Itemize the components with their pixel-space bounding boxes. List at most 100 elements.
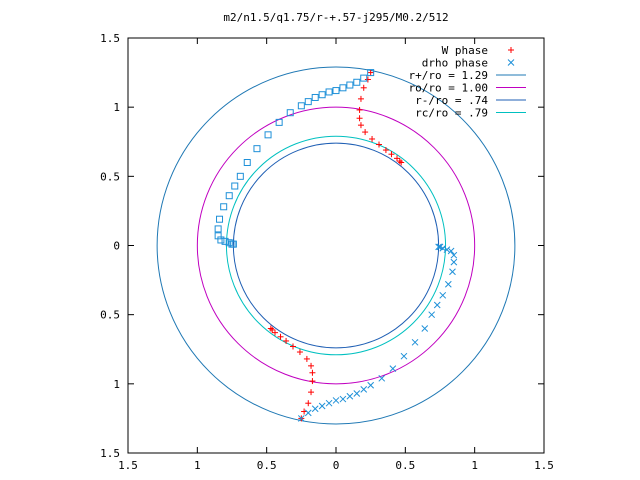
data-point-0-8 (369, 135, 376, 142)
data-point-1-12 (275, 118, 283, 126)
data-point-1-17 (231, 182, 239, 190)
data-point-2-24 (443, 246, 451, 254)
data-point-2-0 (297, 415, 305, 422)
data-point-2-13 (400, 352, 408, 360)
data-point-2-3 (318, 402, 326, 410)
data-point-0-22 (303, 355, 310, 362)
data-point-2-7 (346, 392, 354, 400)
data-point-2-22 (450, 251, 458, 259)
data-point-0-13 (396, 158, 403, 165)
data-point-2-5 (332, 397, 340, 404)
data-point-2-10 (367, 381, 375, 389)
data-point-1-1 (360, 74, 368, 82)
data-point-2-26 (436, 243, 444, 251)
data-point-1-24 (221, 237, 229, 245)
x-tick-label: 0.5 (395, 459, 415, 472)
data-point-1-18 (225, 192, 233, 200)
data-marks (214, 69, 458, 422)
data-point-1-2 (353, 78, 361, 86)
circle-1 (196, 106, 476, 385)
legend-label: r+/ro = 1.29 (409, 69, 488, 82)
chart-title: m2/n1.5/q1.75/r-+.57-j295/M0.2/512 (223, 11, 448, 24)
data-point-0-1 (364, 76, 371, 83)
data-point-1-14 (253, 145, 261, 153)
x-tick-label: 1 (194, 459, 201, 472)
data-point-0-19 (309, 378, 316, 385)
data-point-1-13 (264, 131, 272, 139)
data-point-0-6 (357, 122, 364, 129)
x-tick-label: 1 (471, 459, 478, 472)
data-point-1-20 (216, 215, 224, 223)
data-point-0-3 (357, 95, 364, 102)
data-point-2-16 (428, 311, 436, 319)
data-point-2-11 (378, 374, 386, 382)
data-point-2-21 (450, 258, 458, 266)
data-point-1-6 (325, 88, 333, 96)
circle-3 (225, 135, 447, 356)
data-point-2-14 (411, 338, 419, 346)
data-point-1-0 (367, 69, 375, 77)
data-point-1-23 (217, 236, 225, 244)
legend-key (508, 47, 514, 53)
data-point-1-11 (286, 109, 294, 117)
data-point-2-17 (433, 301, 441, 309)
x-tick-label: 1.5 (534, 459, 554, 472)
data-point-2-12 (389, 365, 397, 372)
data-point-0-0 (367, 69, 374, 76)
data-point-2-27 (435, 243, 442, 251)
data-point-0-28 (269, 326, 276, 333)
data-point-0-16 (301, 408, 308, 415)
data-point-0-24 (290, 343, 297, 350)
data-point-0-20 (309, 369, 316, 376)
data-point-2-2 (311, 405, 319, 413)
data-point-0-10 (382, 147, 389, 154)
data-point-1-16 (236, 172, 244, 180)
y-tick-label: 0.5 (100, 170, 120, 183)
data-point-0-9 (375, 141, 382, 148)
legend-label: r-/ro = .74 (415, 94, 488, 107)
data-point-2-4 (325, 399, 333, 407)
data-point-2-19 (444, 280, 452, 288)
x-tick-label: 1.5 (118, 459, 138, 472)
legend-label: ro/ro = 1.00 (409, 82, 488, 95)
data-point-2-8 (353, 390, 361, 397)
data-point-0-4 (356, 106, 363, 113)
data-point-2-6 (339, 395, 347, 403)
x-tick-label: 0.5 (257, 459, 277, 472)
data-point-1-15 (243, 159, 251, 166)
data-point-0-11 (388, 151, 395, 158)
y-tick-label: 1.5 (100, 447, 120, 460)
data-point-0-5 (356, 115, 363, 122)
data-point-0-17 (305, 400, 312, 407)
legend-label: drho phase (422, 57, 488, 70)
data-point-1-10 (297, 102, 305, 110)
data-point-0-18 (308, 389, 315, 396)
data-point-0-2 (360, 84, 367, 91)
data-point-0-21 (308, 362, 315, 369)
y-tick-label: 1 (113, 101, 120, 114)
data-point-0-25 (283, 337, 290, 344)
data-point-0-12 (394, 155, 401, 162)
circle-0 (156, 66, 516, 425)
data-point-0-27 (271, 329, 278, 336)
data-point-1-21 (214, 225, 222, 233)
circle-2 (232, 142, 440, 349)
data-point-1-3 (346, 81, 354, 89)
data-point-1-8 (311, 93, 319, 101)
data-point-0-23 (296, 349, 303, 356)
data-point-0-7 (362, 129, 369, 136)
data-point-0-26 (277, 333, 284, 340)
y-tick-label: 1.5 (100, 32, 120, 45)
y-tick-label: 1 (113, 378, 120, 391)
data-point-1-4 (339, 84, 347, 92)
legend-key (507, 59, 515, 66)
data-point-2-1 (304, 409, 312, 417)
data-point-2-20 (449, 268, 456, 276)
data-point-0-29 (267, 325, 274, 332)
data-point-2-15 (421, 325, 429, 332)
y-tick-label: 0.5 (100, 309, 120, 322)
data-point-1-19 (220, 203, 228, 211)
data-point-0-14 (398, 159, 405, 166)
data-point-1-7 (318, 91, 326, 99)
